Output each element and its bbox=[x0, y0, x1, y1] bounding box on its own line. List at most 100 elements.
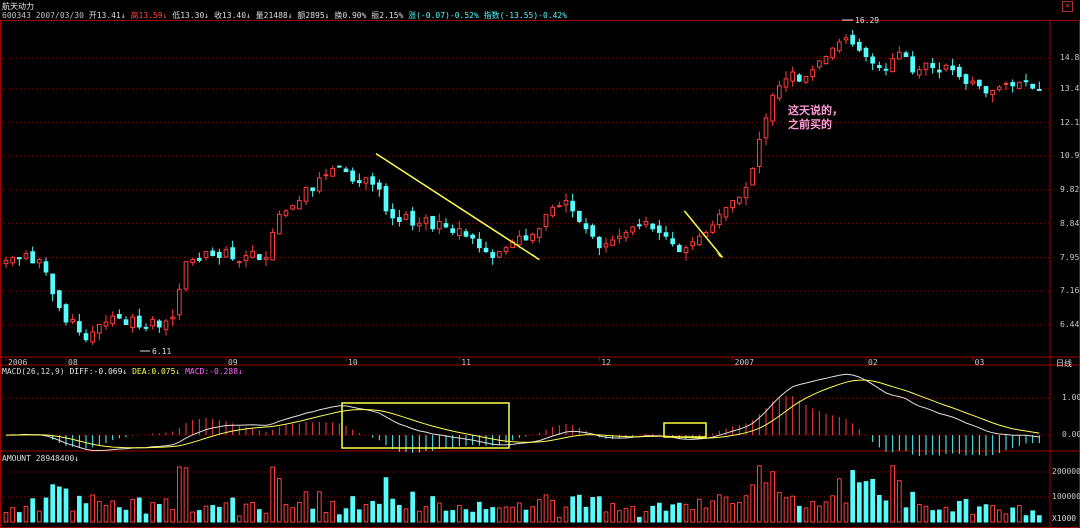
amount-bar bbox=[597, 496, 602, 523]
candle-body bbox=[763, 117, 769, 139]
candle-body bbox=[877, 65, 882, 68]
candle-body bbox=[550, 206, 555, 217]
amount-bar bbox=[850, 470, 855, 523]
candle-body bbox=[237, 261, 242, 264]
candle-body bbox=[790, 71, 795, 82]
amount-bar bbox=[877, 495, 882, 523]
amount-bar bbox=[3, 512, 9, 523]
candle-body bbox=[990, 90, 995, 96]
amount-bar bbox=[483, 509, 489, 523]
amount-bar bbox=[497, 507, 502, 523]
candle-body bbox=[1010, 82, 1015, 87]
candle-body bbox=[697, 235, 702, 246]
amount-bar bbox=[717, 494, 722, 523]
candle-body bbox=[983, 86, 989, 94]
amount-bar bbox=[763, 482, 769, 523]
candle-body bbox=[163, 320, 169, 330]
amount-value: 额2895↓ bbox=[297, 11, 330, 20]
candle-body bbox=[110, 315, 116, 325]
candle-body bbox=[623, 231, 629, 238]
candle-body bbox=[803, 76, 809, 83]
amount-bar bbox=[657, 502, 662, 523]
period-label[interactable]: 日线 bbox=[1056, 359, 1072, 368]
candle-body bbox=[483, 247, 489, 253]
candle-body bbox=[930, 63, 935, 68]
amount-bar bbox=[783, 497, 789, 523]
amount-bar bbox=[37, 510, 42, 523]
candle-body bbox=[23, 253, 29, 259]
candle-body bbox=[463, 231, 469, 237]
candle-body bbox=[37, 259, 42, 264]
amount-bar bbox=[610, 502, 615, 523]
candle-body bbox=[130, 316, 135, 328]
candle-body bbox=[377, 182, 382, 190]
amount-bar bbox=[1030, 510, 1036, 523]
amount-bar bbox=[110, 500, 116, 523]
candle-body bbox=[150, 319, 155, 327]
amount-bar bbox=[257, 509, 262, 523]
amount-title: AMOUNT 28948400↓ bbox=[2, 454, 80, 463]
candle-body bbox=[583, 223, 589, 230]
amount-bar bbox=[350, 496, 356, 523]
amount-bar bbox=[677, 502, 682, 523]
amount-bar bbox=[697, 498, 702, 523]
amount-bar bbox=[123, 509, 129, 523]
price-tick-label: 13.47 bbox=[1060, 83, 1080, 93]
amount-bar bbox=[843, 502, 849, 523]
amount-bar bbox=[10, 507, 15, 523]
candle-body bbox=[737, 196, 742, 204]
candle-body bbox=[103, 321, 109, 327]
candle-body bbox=[470, 234, 476, 239]
amount-bar bbox=[803, 507, 809, 523]
amount-bar bbox=[523, 509, 529, 523]
candle-body bbox=[170, 316, 175, 320]
amount-bar bbox=[510, 506, 516, 523]
candle-body bbox=[830, 47, 835, 59]
candle-body bbox=[317, 177, 322, 192]
candle-body bbox=[717, 213, 722, 226]
amount-bar bbox=[543, 494, 549, 523]
amount-bar bbox=[583, 506, 589, 523]
amount-bar bbox=[243, 503, 249, 523]
amount-bar bbox=[863, 481, 869, 523]
amount-bar bbox=[70, 510, 76, 523]
amount-bar bbox=[190, 511, 195, 523]
candle-body bbox=[250, 251, 255, 258]
amount-bar bbox=[897, 480, 902, 523]
amount-bar bbox=[417, 510, 422, 523]
candle-body bbox=[590, 225, 595, 237]
candle-body bbox=[183, 261, 189, 290]
candlestick-series bbox=[3, 29, 1042, 345]
amount-unit-label: X1000 bbox=[1052, 514, 1077, 523]
amount-bar bbox=[163, 498, 169, 523]
min-price-label: 6.11 bbox=[152, 347, 172, 356]
close-icon[interactable]: × bbox=[1062, 1, 1073, 12]
candle-body bbox=[557, 205, 562, 208]
amount-bar bbox=[710, 500, 715, 523]
candle-body bbox=[350, 170, 356, 182]
candle-body bbox=[203, 251, 209, 258]
candle-body bbox=[777, 85, 782, 99]
candle-body bbox=[123, 319, 129, 325]
amount-bar bbox=[650, 505, 655, 523]
candle-body bbox=[57, 290, 62, 309]
amount-bar bbox=[223, 502, 229, 523]
amount-bar bbox=[270, 466, 276, 523]
candle-body bbox=[890, 58, 895, 73]
amount-bar bbox=[857, 482, 862, 523]
candle-body bbox=[577, 210, 582, 222]
candle-body bbox=[117, 314, 122, 319]
amount-bar bbox=[150, 502, 155, 523]
amount-bar bbox=[237, 515, 242, 523]
amount-bar bbox=[177, 466, 182, 523]
amount-bar bbox=[170, 508, 175, 523]
candle-body bbox=[210, 250, 215, 257]
candle-body bbox=[357, 180, 362, 184]
candle-body bbox=[337, 165, 342, 168]
candle-body bbox=[610, 239, 615, 246]
candle-body bbox=[77, 321, 82, 333]
candle-body bbox=[297, 200, 302, 210]
amount-bar bbox=[637, 516, 642, 523]
amount-bar bbox=[1003, 513, 1009, 523]
amount-bar bbox=[1023, 515, 1029, 523]
